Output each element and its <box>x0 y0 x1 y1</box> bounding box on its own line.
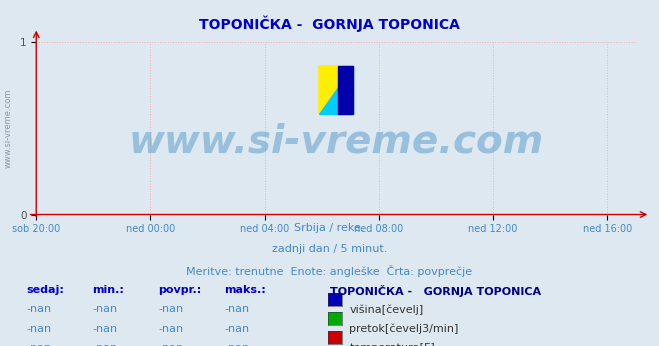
Text: www.si-vreme.com: www.si-vreme.com <box>3 88 13 168</box>
Text: www.si-vreme.com: www.si-vreme.com <box>129 123 544 161</box>
Text: -nan: -nan <box>92 324 117 334</box>
Text: -nan: -nan <box>92 304 117 315</box>
Text: Srbija / reke.: Srbija / reke. <box>295 223 364 233</box>
Text: -nan: -nan <box>26 304 51 315</box>
Text: TOPONIČКА -   GORNJA TOPONICA: TOPONIČКА - GORNJA TOPONICA <box>330 285 540 298</box>
Text: -nan: -nan <box>26 343 51 346</box>
Text: temperatura[F]: temperatura[F] <box>349 343 435 346</box>
Polygon shape <box>337 66 353 114</box>
Text: maks.:: maks.: <box>224 285 266 295</box>
Text: -nan: -nan <box>224 324 249 334</box>
Text: -nan: -nan <box>158 304 183 315</box>
Text: zadnji dan / 5 minut.: zadnji dan / 5 minut. <box>272 244 387 254</box>
Text: -nan: -nan <box>158 324 183 334</box>
Text: -nan: -nan <box>224 304 249 315</box>
Text: -nan: -nan <box>158 343 183 346</box>
Text: -nan: -nan <box>92 343 117 346</box>
Text: povpr.:: povpr.: <box>158 285 202 295</box>
Text: -nan: -nan <box>26 324 51 334</box>
Text: sedaj:: sedaj: <box>26 285 64 295</box>
Text: višina[čevelj]: višina[čevelj] <box>349 304 424 315</box>
Polygon shape <box>319 66 353 114</box>
Text: Meritve: trenutne  Enote: angleške  Črta: povprečje: Meritve: trenutne Enote: angleške Črta: … <box>186 265 473 277</box>
Text: -nan: -nan <box>224 343 249 346</box>
Text: min.:: min.: <box>92 285 124 295</box>
Text: TOPONIČКА -  GORNJA TOPONICA: TOPONIČКА - GORNJA TOPONICA <box>199 16 460 32</box>
Text: pretok[čevelj3/min]: pretok[čevelj3/min] <box>349 324 459 334</box>
Polygon shape <box>319 66 353 114</box>
